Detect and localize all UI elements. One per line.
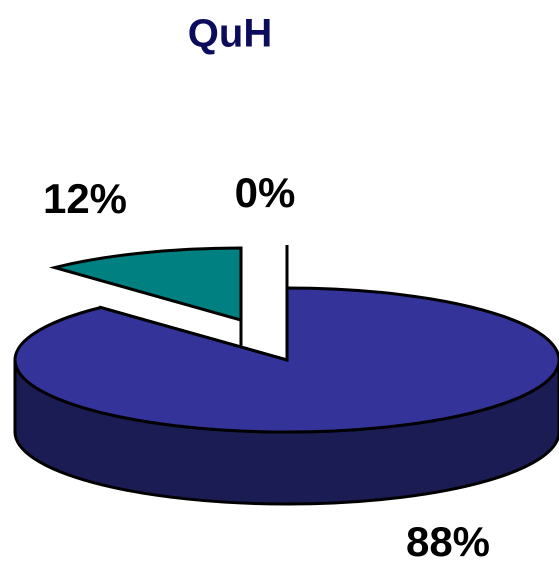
slice — [48, 246, 243, 323]
slice — [13, 286, 559, 434]
data-label: 0% — [235, 169, 296, 216]
chart-title: QuH — [188, 12, 272, 56]
data-label: 88% — [406, 518, 490, 565]
data-label: 12% — [43, 175, 127, 222]
